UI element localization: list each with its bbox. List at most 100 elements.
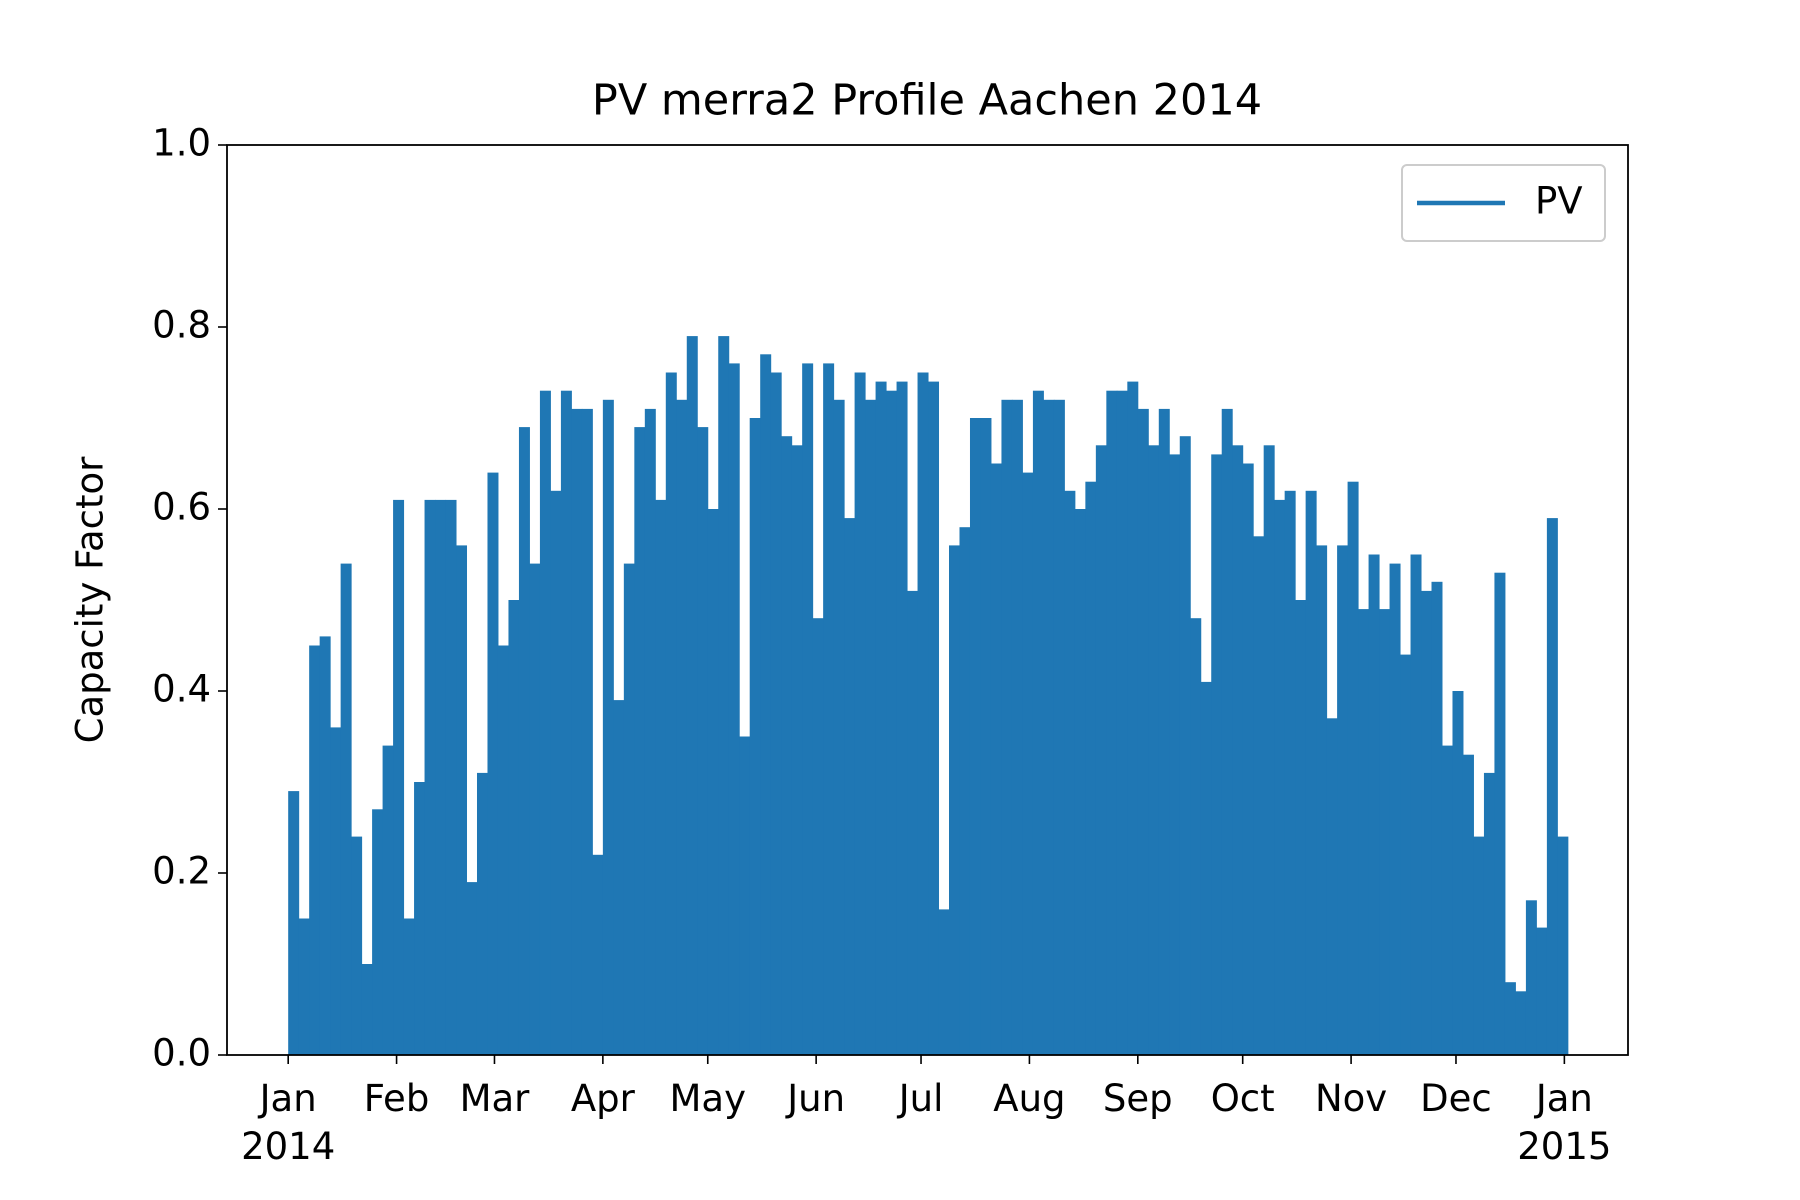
y-tick-label: 0.4	[152, 668, 211, 711]
bar	[1284, 490, 1296, 1055]
x-tick-label: Sep	[1102, 1077, 1173, 1120]
bar	[1431, 581, 1443, 1055]
bar	[1242, 463, 1254, 1055]
bar	[497, 645, 509, 1055]
bar	[802, 363, 814, 1055]
legend-label: PV	[1535, 180, 1583, 223]
bar	[865, 399, 877, 1055]
bar	[1232, 445, 1244, 1055]
bar	[330, 727, 342, 1055]
bar	[886, 390, 898, 1055]
bar	[1274, 499, 1286, 1055]
bar	[1536, 927, 1548, 1055]
bar	[697, 427, 709, 1056]
bar	[372, 809, 384, 1055]
bar	[1410, 554, 1422, 1055]
bar	[571, 408, 583, 1055]
bar	[1074, 509, 1086, 1055]
bar	[1483, 772, 1495, 1055]
bar	[476, 772, 488, 1055]
bar	[1525, 900, 1537, 1055]
bar	[340, 563, 352, 1055]
bar	[1022, 472, 1034, 1056]
bar	[1441, 745, 1453, 1055]
bar	[1421, 590, 1433, 1055]
bar	[1001, 399, 1013, 1055]
y-tick-label: 0.2	[152, 850, 211, 893]
x-tick-label: May	[669, 1077, 747, 1120]
bar	[529, 563, 541, 1055]
bar	[634, 427, 646, 1056]
bar	[393, 499, 405, 1055]
bar	[1095, 445, 1107, 1055]
bar	[1127, 381, 1139, 1056]
bar	[403, 918, 415, 1055]
chart-title: PV merra2 Profile Aachen 2014	[592, 76, 1262, 126]
bar	[1305, 490, 1317, 1055]
bar	[1358, 609, 1370, 1055]
bar	[1043, 399, 1055, 1055]
bar	[644, 408, 656, 1055]
bar	[875, 381, 887, 1056]
bar	[539, 390, 551, 1055]
bar	[749, 418, 761, 1055]
bar	[1200, 681, 1212, 1055]
y-tick-label: 0.0	[152, 1032, 211, 1075]
x-tick-label: Nov	[1314, 1077, 1388, 1120]
bar	[718, 336, 730, 1056]
bar	[1515, 991, 1527, 1055]
bar	[508, 600, 520, 1055]
bar	[896, 381, 908, 1056]
bar	[487, 472, 499, 1056]
bar	[655, 499, 667, 1055]
x-tick-label: Jul	[898, 1077, 944, 1120]
bar	[728, 363, 740, 1055]
bar	[1179, 436, 1191, 1055]
bar	[1085, 481, 1097, 1055]
bar	[1032, 390, 1044, 1055]
bar	[1494, 572, 1506, 1055]
bar	[361, 964, 373, 1055]
x-tick-label: Feb	[363, 1077, 430, 1120]
bar	[676, 399, 688, 1055]
bar	[1137, 408, 1149, 1055]
bar	[613, 700, 625, 1055]
bar	[351, 836, 363, 1055]
bar	[1158, 408, 1170, 1055]
bar	[833, 399, 845, 1055]
bar	[907, 590, 919, 1055]
bar	[623, 563, 635, 1055]
bar	[592, 854, 604, 1055]
bar	[707, 509, 719, 1055]
bar	[990, 463, 1002, 1055]
bar	[959, 527, 971, 1055]
bar	[1053, 399, 1065, 1055]
plot-frame	[226, 144, 1629, 1056]
bar	[466, 882, 478, 1055]
bar	[518, 427, 530, 1056]
bar	[1557, 836, 1569, 1055]
bar	[424, 499, 436, 1055]
y-axis-label: Capacity Factor	[69, 456, 112, 744]
bar	[1389, 563, 1401, 1055]
bar	[1263, 445, 1275, 1055]
bar	[949, 545, 960, 1055]
bar	[288, 791, 300, 1055]
bar	[1064, 490, 1076, 1055]
bar	[414, 782, 426, 1055]
bar	[1295, 600, 1307, 1055]
bar	[1316, 545, 1328, 1055]
bar	[1106, 390, 1118, 1055]
bar	[917, 372, 929, 1055]
bar	[770, 372, 782, 1055]
bar	[938, 909, 950, 1055]
bar	[665, 372, 677, 1055]
bar	[1368, 554, 1380, 1055]
bar	[1011, 399, 1023, 1055]
bar	[928, 381, 940, 1056]
x-tick-label: Jan 2015	[1517, 1077, 1612, 1169]
bar	[969, 418, 981, 1055]
bar	[791, 445, 803, 1055]
